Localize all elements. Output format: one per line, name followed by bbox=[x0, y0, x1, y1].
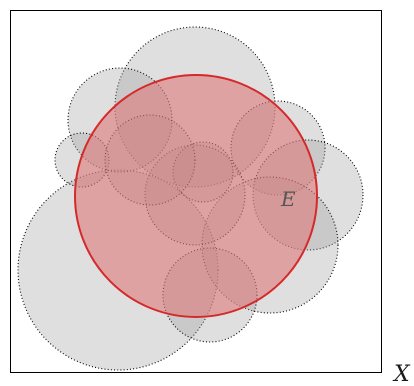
set-e-circle bbox=[74, 74, 318, 318]
set-e-label: E bbox=[280, 187, 296, 211]
universe-frame bbox=[10, 10, 382, 373]
universe-x-label: X bbox=[392, 362, 411, 386]
